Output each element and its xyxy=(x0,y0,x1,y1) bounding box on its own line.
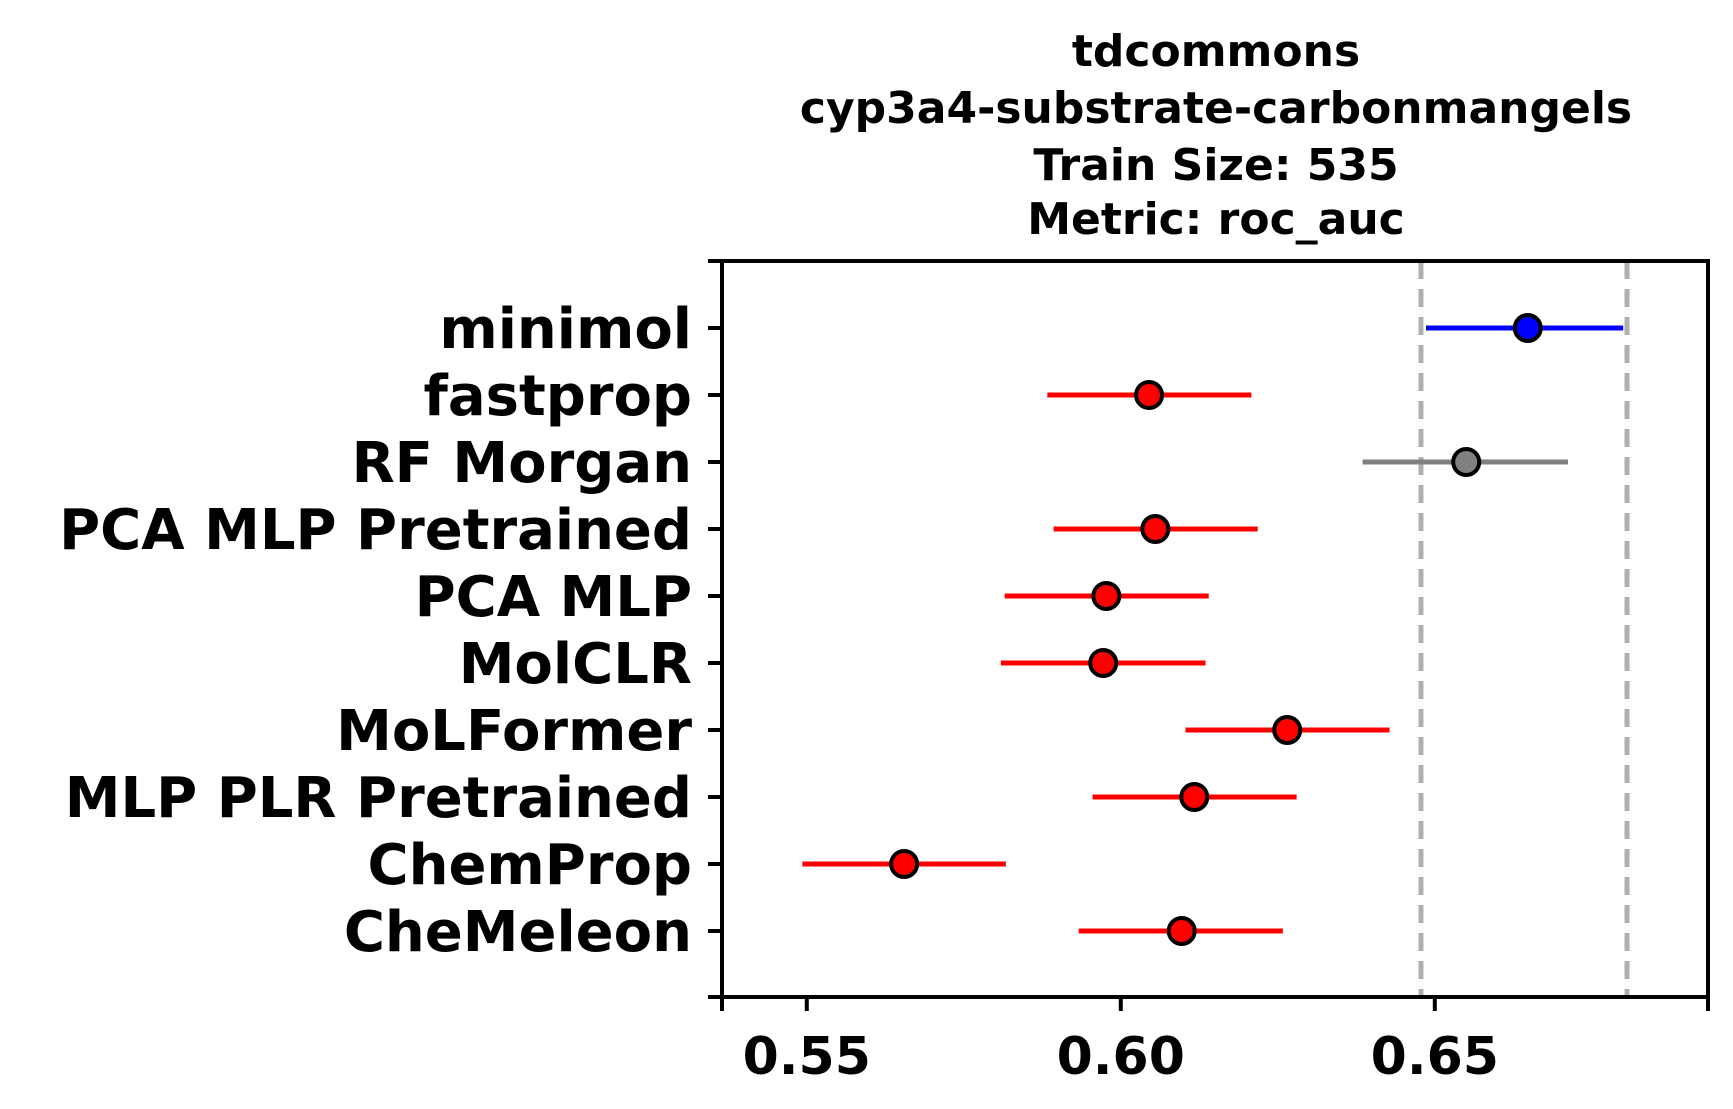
mean-point xyxy=(1093,583,1119,609)
y-label: PCA MLP xyxy=(415,565,692,630)
y-label: PCA MLP Pretrained xyxy=(59,498,692,563)
y-label: MLP PLR Pretrained xyxy=(65,766,692,831)
mean-point xyxy=(1515,315,1541,341)
mean-point xyxy=(1453,449,1479,475)
y-label: MoLFormer xyxy=(336,699,692,764)
mean-point xyxy=(1274,717,1300,743)
x-tick-label: 0.55 xyxy=(743,1027,871,1087)
y-label: CheMeleon xyxy=(344,900,692,965)
x-tick-label: 0.60 xyxy=(1057,1027,1185,1087)
title-line-4: Metric: roc_auc xyxy=(1027,194,1405,245)
mean-point xyxy=(891,851,917,877)
title-line-2: cyp3a4-substrate-carbonmangels xyxy=(800,83,1632,134)
mean-point xyxy=(1136,382,1162,408)
x-tick-label: 0.65 xyxy=(1371,1027,1499,1087)
mean-point xyxy=(1181,784,1207,810)
title-line-1: tdcommons xyxy=(1072,26,1360,77)
mean-point xyxy=(1090,650,1116,676)
y-label: fastprop xyxy=(423,364,692,429)
y-label: RF Morgan xyxy=(352,431,692,496)
reference-lines xyxy=(1421,261,1627,997)
axis-ticks: 0.55 0.60 0.65 xyxy=(708,261,1708,1087)
y-label: minimol xyxy=(439,297,692,362)
mean-point xyxy=(1142,516,1168,542)
y-label: MolCLR xyxy=(459,632,692,697)
mean-point xyxy=(1169,918,1195,944)
y-label: ChemProp xyxy=(367,833,692,898)
chart-title: tdcommons cyp3a4-substrate-carbonmangels… xyxy=(800,26,1632,245)
title-line-3: Train Size: 535 xyxy=(1033,140,1398,191)
plot-frame xyxy=(722,261,1708,997)
